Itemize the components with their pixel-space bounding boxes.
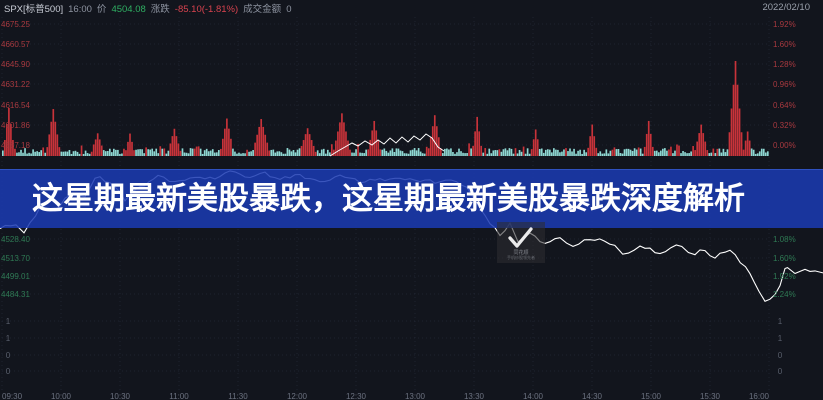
svg-text:1.60%: 1.60%: [773, 254, 796, 263]
svg-text:1: 1: [778, 317, 783, 326]
svg-text:12:30: 12:30: [346, 392, 367, 400]
svg-text:1: 1: [778, 334, 783, 343]
svg-text:4484.31: 4484.31: [1, 290, 30, 299]
svg-text:4675.25: 4675.25: [1, 20, 30, 29]
svg-text:0: 0: [6, 351, 11, 360]
svg-text:4631.22: 4631.22: [1, 80, 30, 89]
svg-text:4616.54: 4616.54: [1, 101, 30, 110]
svg-text:12:00: 12:00: [287, 392, 308, 400]
svg-text:1.28%: 1.28%: [773, 60, 796, 69]
svg-text:13:30: 13:30: [464, 392, 485, 400]
svg-text:10:00: 10:00: [51, 392, 72, 400]
svg-text:4645.90: 4645.90: [1, 60, 30, 69]
svg-text:15:30: 15:30: [700, 392, 721, 400]
svg-text:4660.57: 4660.57: [1, 40, 30, 49]
svg-text:1.60%: 1.60%: [773, 40, 796, 49]
svg-text:13:00: 13:00: [405, 392, 426, 400]
svg-text:09:30: 09:30: [2, 392, 23, 400]
svg-text:0: 0: [778, 367, 783, 376]
svg-text:1.08%: 1.08%: [773, 235, 796, 244]
svg-text:4601.86: 4601.86: [1, 121, 30, 130]
svg-text:0.64%: 0.64%: [773, 101, 796, 110]
svg-text:14:00: 14:00: [523, 392, 544, 400]
svg-text:0: 0: [6, 367, 11, 376]
svg-text:4499.01: 4499.01: [1, 272, 30, 281]
svg-text:4587.18: 4587.18: [1, 141, 30, 150]
svg-text:16:00: 16:00: [749, 392, 770, 400]
svg-text:手机炒股领先者: 手机炒股领先者: [507, 254, 535, 260]
svg-text:0: 0: [778, 351, 783, 360]
svg-text:1: 1: [6, 317, 11, 326]
svg-text:1.92%: 1.92%: [773, 20, 796, 29]
svg-text:10:30: 10:30: [110, 392, 131, 400]
svg-text:4513.70: 4513.70: [1, 254, 30, 263]
svg-text:2.24%: 2.24%: [773, 290, 796, 299]
svg-text:15:00: 15:00: [641, 392, 662, 400]
svg-text:11:30: 11:30: [228, 392, 248, 400]
svg-text:4528.40: 4528.40: [1, 235, 30, 244]
svg-text:0.32%: 0.32%: [773, 121, 796, 130]
svg-text:0.00%: 0.00%: [773, 141, 796, 150]
svg-text:14:30: 14:30: [582, 392, 603, 400]
svg-text:11:00: 11:00: [169, 392, 189, 400]
svg-text:1: 1: [6, 334, 11, 343]
svg-text:1.92%: 1.92%: [773, 272, 796, 281]
svg-text:0.96%: 0.96%: [773, 80, 796, 89]
